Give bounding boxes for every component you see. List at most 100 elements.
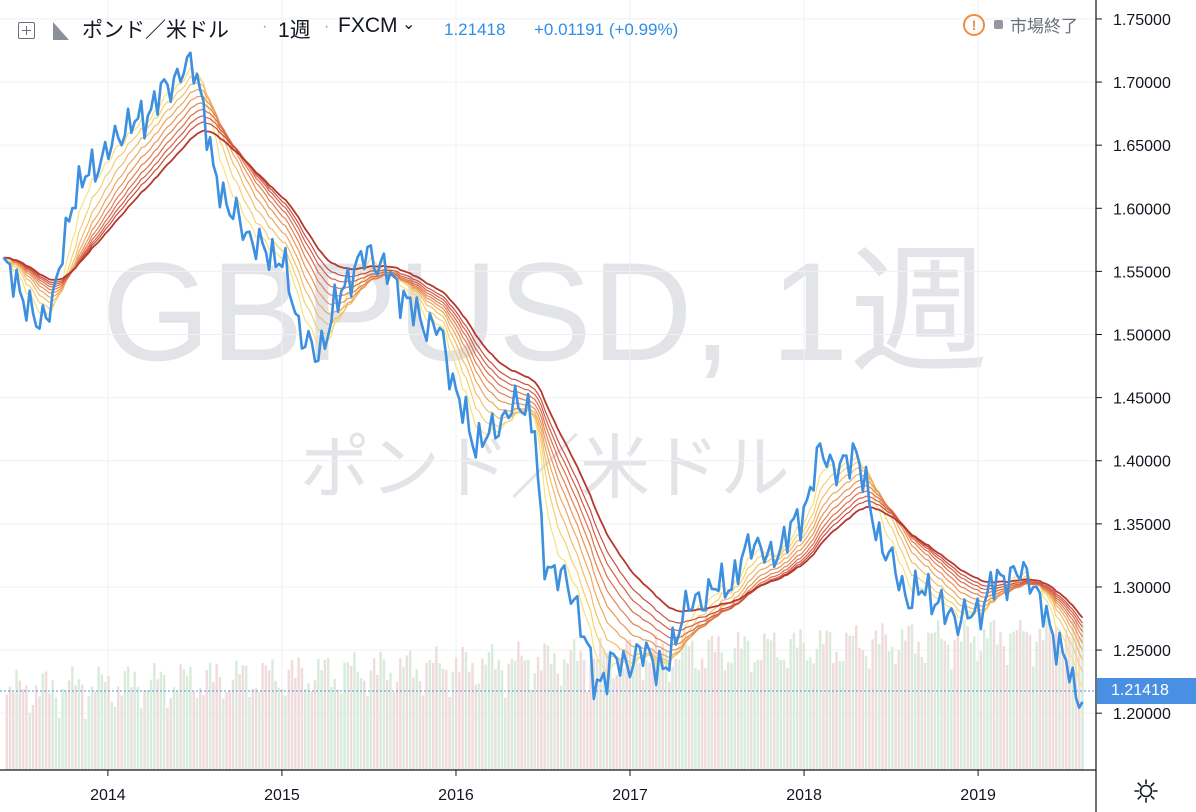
volume-bar bbox=[77, 679, 81, 770]
volume-bar bbox=[720, 652, 723, 770]
symbol-name[interactable]: ポンド／米ドル bbox=[82, 19, 229, 42]
volume-bar bbox=[704, 668, 707, 770]
volume-bar bbox=[346, 662, 350, 770]
volume-bar bbox=[379, 651, 382, 770]
volume-bar bbox=[290, 659, 294, 770]
price-axis[interactable]: 1.75000 1.70000 1.65000 1.60000 1.55000 1.500… bbox=[1096, 12, 1171, 723]
volume-bar bbox=[517, 641, 520, 770]
volume-bar bbox=[769, 640, 773, 770]
volume-bar bbox=[753, 662, 756, 770]
volume-bar bbox=[107, 675, 110, 770]
volume-bar bbox=[139, 708, 143, 770]
volume-bar bbox=[628, 640, 632, 770]
volume-bar bbox=[274, 681, 277, 770]
warning-icon[interactable]: ! bbox=[963, 14, 985, 36]
volume-bar bbox=[87, 696, 90, 770]
volume-bar bbox=[540, 670, 543, 770]
volume-bar bbox=[782, 659, 786, 770]
volume-bar bbox=[218, 676, 222, 770]
volume-bar bbox=[333, 678, 336, 770]
volume-bar bbox=[602, 649, 605, 770]
volume-bar bbox=[221, 698, 225, 770]
volume-bar bbox=[359, 677, 363, 770]
volume-bar bbox=[877, 644, 881, 770]
time-axis[interactable]: 2014 2015 2016 2017 2018 2019 bbox=[90, 770, 996, 804]
volume-bar bbox=[553, 653, 556, 770]
volume-bar bbox=[743, 636, 746, 770]
volume-bar bbox=[143, 690, 146, 770]
volume-bar bbox=[497, 659, 500, 770]
chevron-down-icon[interactable]: ⌄ bbox=[402, 16, 416, 33]
volume-bar bbox=[264, 665, 268, 770]
volume-bar bbox=[835, 651, 838, 770]
time-tick-label: 2015 bbox=[264, 787, 300, 804]
gear-icon[interactable] bbox=[1133, 778, 1159, 804]
volume-bar bbox=[153, 663, 156, 770]
volume-bar bbox=[251, 689, 254, 770]
volume-bar bbox=[681, 635, 684, 770]
volume-bar bbox=[940, 638, 943, 770]
volume-bar bbox=[67, 680, 71, 770]
volume-bar bbox=[261, 662, 264, 770]
volume-bar bbox=[861, 650, 865, 770]
volume-bar bbox=[1045, 620, 1048, 770]
volume-bar bbox=[156, 679, 159, 770]
volume-bar bbox=[612, 678, 615, 770]
volume-bar bbox=[271, 659, 274, 770]
volume-bar bbox=[405, 655, 409, 770]
volume-bar bbox=[763, 633, 766, 770]
volume-bar bbox=[641, 680, 645, 770]
volume-bar bbox=[599, 637, 602, 770]
volume-bar bbox=[336, 689, 340, 770]
volume-bar bbox=[1015, 629, 1019, 770]
volume-bar bbox=[638, 662, 641, 770]
volume-bar bbox=[979, 651, 983, 770]
volume-bar bbox=[723, 670, 727, 770]
volume-bar bbox=[100, 674, 104, 770]
volume-bar bbox=[281, 689, 284, 770]
volume-bar bbox=[523, 660, 527, 770]
interval-label[interactable]: 1週 bbox=[278, 19, 311, 42]
volume-bar bbox=[645, 660, 648, 770]
volume-bar bbox=[684, 643, 687, 770]
volume-bar bbox=[356, 671, 359, 770]
volume-bar bbox=[90, 686, 94, 770]
volume-bar bbox=[110, 701, 113, 770]
volume-bar bbox=[668, 681, 671, 770]
volume-bar bbox=[300, 667, 304, 770]
volume-bar bbox=[487, 652, 491, 770]
volume-bar bbox=[284, 695, 287, 770]
volume-bar bbox=[120, 695, 123, 770]
volume-bar bbox=[1058, 649, 1061, 770]
volume-bar bbox=[408, 650, 412, 770]
volume-bar bbox=[897, 649, 901, 770]
volume-bar bbox=[31, 704, 35, 770]
volume-bar bbox=[559, 685, 563, 770]
volume-bar bbox=[671, 666, 674, 770]
volume-bar bbox=[914, 653, 917, 770]
volume-bar bbox=[1048, 620, 1051, 770]
volume-bar bbox=[458, 672, 461, 770]
volume-bar bbox=[1041, 640, 1045, 770]
volume-bar bbox=[326, 657, 330, 770]
volume-bar bbox=[25, 685, 28, 770]
volume-bar bbox=[802, 643, 805, 770]
volume-bar bbox=[438, 663, 441, 770]
exchange-label[interactable]: FXCM bbox=[338, 14, 398, 37]
volume-bar bbox=[136, 686, 140, 770]
volume-bar bbox=[809, 657, 812, 770]
volume-bar bbox=[845, 632, 848, 770]
price-tick-label: 1.35000 bbox=[1113, 517, 1171, 534]
expand-icon[interactable] bbox=[18, 22, 35, 39]
legend-header: ポンド／米ドル · 1週 · FXCM ⌄ 1.21418 +0.01191 (… bbox=[0, 0, 1100, 60]
volume-bar bbox=[1018, 620, 1022, 770]
market-status: 市場終了 bbox=[1010, 17, 1078, 36]
volume-bar bbox=[959, 641, 963, 770]
volume-bar bbox=[179, 664, 182, 770]
volume-bar bbox=[477, 683, 481, 770]
volume-bar bbox=[786, 668, 789, 770]
volume-bar bbox=[572, 639, 576, 770]
volume-bar bbox=[287, 669, 291, 770]
